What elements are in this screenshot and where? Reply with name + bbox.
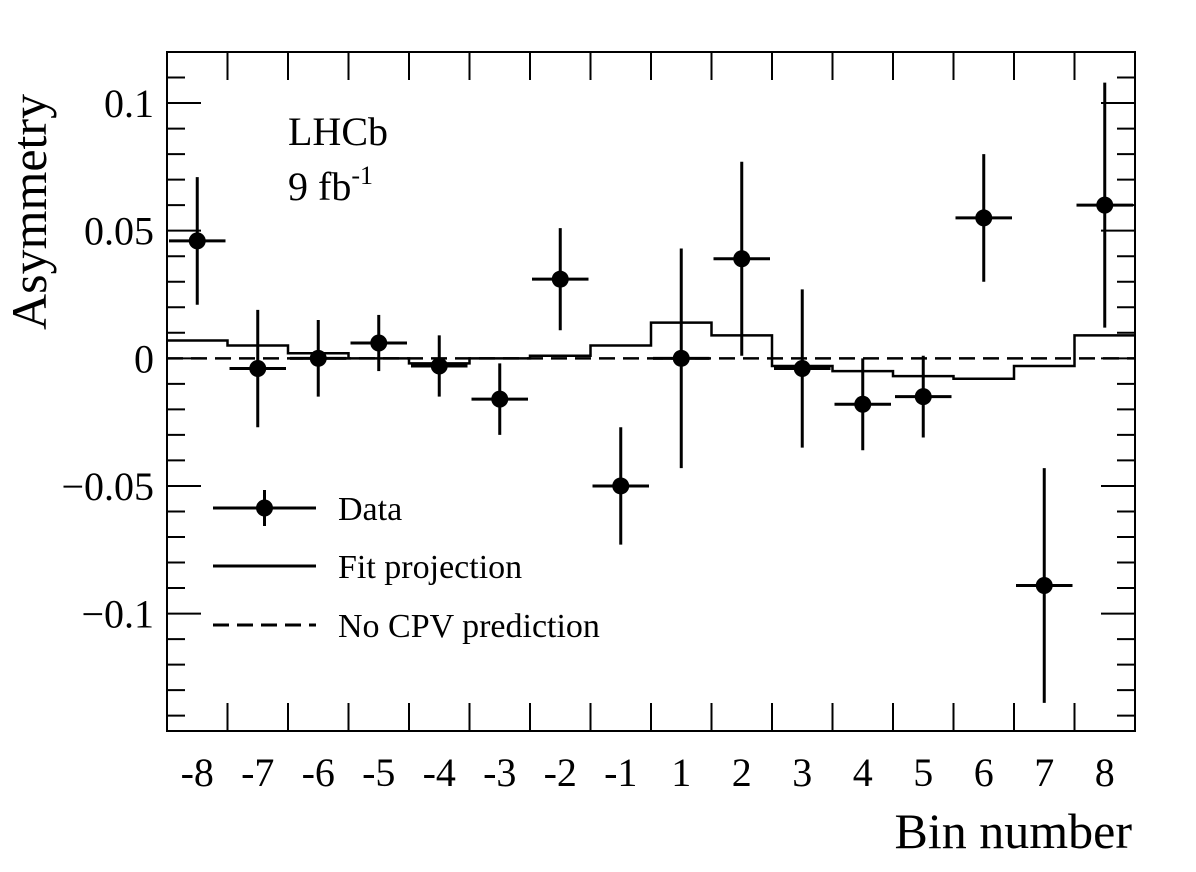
x-tick-label: 5: [913, 750, 933, 795]
x-tick-label: 1: [671, 750, 691, 795]
axes: -8 -7 -6 -5 -4 -3 -2 -1 1 2 3 4 5 6 7 8 0.1 0.05 0 −0.05 −0.…: [61, 51, 1136, 795]
y-tick-label: −0.05: [61, 464, 154, 509]
legend-label: No CPV prediction: [338, 608, 600, 645]
y-tick-label: 0.05: [84, 209, 154, 254]
x-tick-label: -8: [181, 750, 214, 795]
luminosity-value: 9 fb: [288, 164, 351, 209]
data-point: [733, 250, 751, 268]
data-point-group: [532, 228, 589, 331]
data-point: [188, 232, 206, 250]
y-tick-label: 0: [134, 336, 154, 381]
legend-label: Data: [338, 491, 402, 528]
data-point: [612, 477, 630, 495]
data-marks: [169, 82, 1133, 703]
x-tick-label: -5: [362, 750, 395, 795]
data-point: [1096, 196, 1114, 214]
data-point-group: [350, 314, 407, 372]
data-point-group: [834, 358, 891, 451]
x-tick-label: -6: [302, 750, 335, 795]
legend: Data Fit projection No CPV prediction: [213, 490, 600, 645]
data-point: [975, 209, 993, 227]
data-point: [249, 360, 267, 378]
data-point: [793, 360, 811, 378]
x-tick-label: -1: [604, 750, 637, 795]
x-tick-label: 7: [1034, 750, 1054, 795]
data-point-group: [592, 427, 649, 545]
x-tick-label: 2: [732, 750, 752, 795]
data-point-group: [169, 177, 226, 305]
x-tick-label: -2: [544, 750, 577, 795]
y-axis-title: Asymmetry: [1, 94, 57, 330]
data-point-group: [411, 335, 468, 397]
x-tick-label: -7: [241, 750, 274, 795]
legend-label: Fit projection: [338, 549, 522, 586]
luminosity-label: 9 fb-1: [288, 161, 373, 209]
fit-projection-step: [167, 321, 1135, 380]
x-tick-label: -3: [483, 750, 516, 795]
data-point-group: [471, 363, 528, 435]
data-point: [914, 388, 932, 406]
x-tick-label: 3: [792, 750, 812, 795]
data-point-group: [955, 154, 1012, 282]
labels: LHCb 9 fb-1 Asymmetry Bin number: [1, 94, 1132, 859]
data-point-group: [713, 161, 770, 356]
legend-data-marker: [256, 499, 273, 517]
data-point: [430, 357, 448, 375]
x-tick-label: -4: [423, 750, 456, 795]
data-point: [309, 349, 327, 367]
data-point: [1035, 577, 1053, 594]
x-tick-label: 4: [853, 750, 873, 795]
data-point-group: [774, 289, 831, 448]
data-point: [672, 349, 690, 367]
luminosity-exponent: -1: [351, 161, 373, 190]
data-point: [854, 395, 872, 413]
x-tick-label: 6: [974, 750, 994, 795]
data-point: [491, 390, 509, 408]
x-axis-title: Bin number: [895, 803, 1133, 859]
data-point-group: [653, 248, 710, 469]
experiment-label: LHCb: [288, 109, 388, 154]
data-point-group: [1016, 468, 1073, 703]
data-point-group: [290, 320, 347, 397]
plot-area: [167, 321, 1135, 380]
data-point: [551, 270, 569, 288]
y-tick-label: −0.1: [81, 592, 154, 637]
data-point-group: [895, 355, 952, 438]
data-point: [370, 334, 388, 352]
data-point-group: [229, 309, 286, 428]
x-tick-label: 8: [1095, 750, 1115, 795]
y-tick-label: 0.1: [104, 81, 154, 126]
